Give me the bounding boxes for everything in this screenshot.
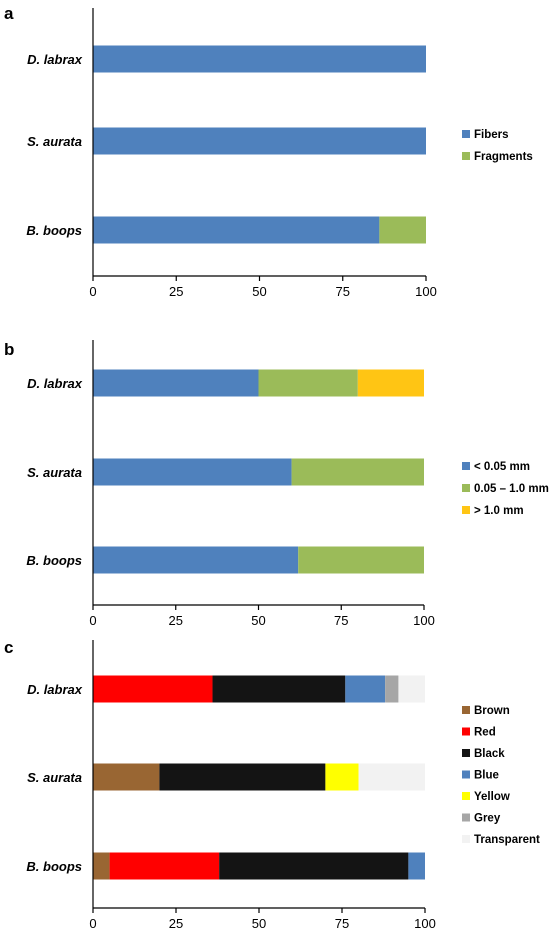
bar-yellow-s-aurata <box>325 763 359 791</box>
category-label: D. labrax <box>27 682 83 697</box>
category-label: S. aurata <box>27 770 82 785</box>
legend-label: Fibers <box>474 129 509 141</box>
x-tick-label: 75 <box>334 613 348 628</box>
category-label: B. boops <box>26 859 82 874</box>
panel-letter: c <box>4 638 13 657</box>
x-tick-label: 0 <box>89 284 96 299</box>
bar-transparent-s-aurata <box>358 763 425 791</box>
panel-letter: b <box>4 340 14 359</box>
bar-0-05-1-0-mm-d-labrax <box>258 369 358 397</box>
bar-red-d-labrax <box>93 675 213 703</box>
legend-label: Brown <box>474 705 510 717</box>
category-label: D. labrax <box>27 52 83 67</box>
x-tick-label: 0 <box>89 916 96 931</box>
category-label: S. aurata <box>27 465 82 480</box>
x-tick-label: 75 <box>336 284 350 299</box>
legend-swatch <box>462 484 470 492</box>
bar-blue-d-labrax <box>345 675 386 703</box>
category-label: D. labrax <box>27 376 83 391</box>
legend-label: Transparent <box>474 834 540 846</box>
legend-label: Blue <box>474 770 499 782</box>
bar-brown-s-aurata <box>93 763 160 791</box>
panel-a: a D. labrax S. aurata B. boops 0 25 50 75 100 Fib… <box>4 4 533 299</box>
legend-label: Yellow <box>474 791 510 803</box>
bar-0-05-mm-b-boops <box>93 546 299 574</box>
x-tick-label: 50 <box>251 613 265 628</box>
bar-brown-b-boops <box>93 852 110 880</box>
bar-fibers-d-labrax <box>93 45 426 73</box>
bar-0-05-1-0-mm-s-aurata <box>291 458 424 486</box>
x-tick-label: 25 <box>169 916 183 931</box>
bar-1-0-mm-d-labrax <box>357 369 424 397</box>
legend-label: Grey <box>474 813 501 825</box>
x-tick-label: 25 <box>169 284 183 299</box>
x-tick-label: 0 <box>89 613 96 628</box>
x-tick-label: 100 <box>414 916 436 931</box>
legend-swatch <box>462 792 470 800</box>
x-tick-label: 25 <box>169 613 183 628</box>
bar-black-d-labrax <box>212 675 346 703</box>
x-tick-label: 50 <box>252 916 266 931</box>
bar-fragments-b-boops <box>379 216 426 244</box>
x-tick-label: 100 <box>413 613 435 628</box>
bar-grey-d-labrax <box>385 675 399 703</box>
category-label: B. boops <box>26 223 82 238</box>
legend-swatch <box>462 813 470 822</box>
legend-label: < 0.05 mm <box>474 461 530 473</box>
legend-label: 0.05 – 1.0 mm <box>474 483 549 495</box>
bar-transparent-d-labrax <box>398 675 425 703</box>
legend-label: > 1.0 mm <box>474 505 524 517</box>
bar-black-s-aurata <box>159 763 326 791</box>
legend-swatch <box>462 462 470 470</box>
legend-swatch <box>462 506 470 514</box>
bar-black-b-boops <box>219 852 409 880</box>
legend-label: Black <box>474 748 505 760</box>
bar-0-05-mm-s-aurata <box>93 458 292 486</box>
legend-swatch <box>462 727 470 736</box>
legend-swatch <box>462 706 470 714</box>
category-label: B. boops <box>26 553 82 568</box>
legend-label: Red <box>474 727 496 739</box>
bar-red-b-boops <box>109 852 220 880</box>
category-label: S. aurata <box>27 134 82 149</box>
x-tick-label: 75 <box>335 916 349 931</box>
bar-0-05-1-0-mm-b-boops <box>298 546 424 574</box>
legend-swatch <box>462 835 470 843</box>
panel-letter: a <box>4 4 14 23</box>
legend-swatch <box>462 152 470 160</box>
bar-fibers-b-boops <box>93 216 380 244</box>
legend-swatch <box>462 130 470 138</box>
bar-blue-b-boops <box>408 852 425 880</box>
x-tick-label: 100 <box>415 284 437 299</box>
x-tick-label: 50 <box>252 284 266 299</box>
legend-swatch <box>462 770 470 779</box>
legend-swatch <box>462 749 470 757</box>
bar-fibers-s-aurata <box>93 127 426 155</box>
panel-c: c D. labrax S. aurata B. boops 0 25 50 75 100 Bro… <box>4 638 540 931</box>
bar-0-05-mm-d-labrax <box>93 369 259 397</box>
legend-label: Fragments <box>474 151 533 163</box>
panel-b: b D. labrax S. aurata B. boops 0 25 50 75 100 < 0… <box>4 340 549 628</box>
